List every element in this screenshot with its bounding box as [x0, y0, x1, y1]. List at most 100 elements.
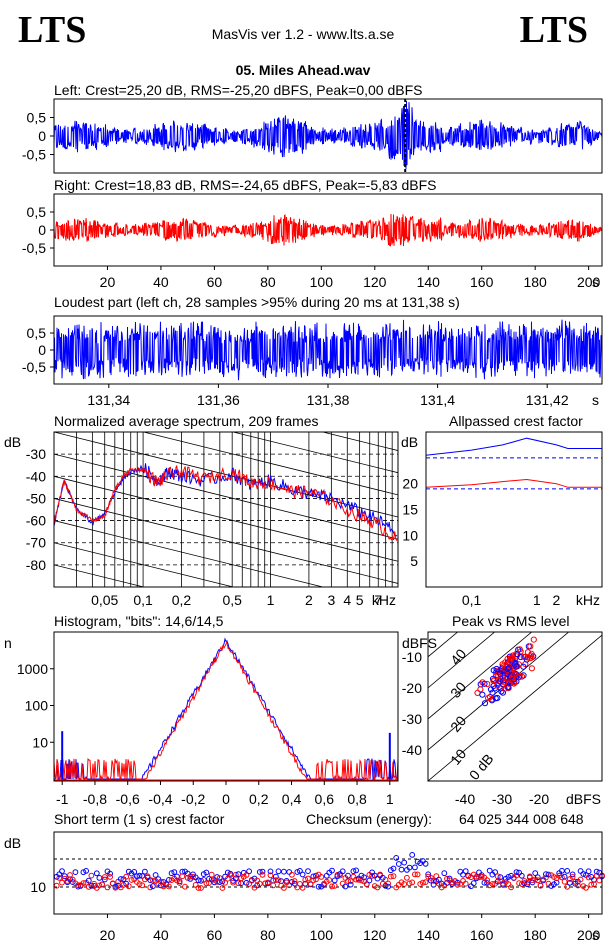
peak-rms-point [505, 684, 512, 691]
short-term-point-blue [398, 866, 405, 873]
short-term-point-red [235, 880, 242, 887]
short-term-point-red [222, 879, 229, 886]
allpassed-ytick-label: 10 [402, 527, 418, 543]
peak-rms-diagonal-label: 40 [447, 646, 469, 668]
short-term-point-red [454, 881, 461, 888]
peak-rms-point [479, 691, 486, 698]
short-term-point-red [265, 879, 271, 886]
histogram-ytick-label: 1000 [17, 661, 48, 677]
short-term-point-blue [361, 874, 368, 881]
short-term-point-red [374, 884, 381, 891]
short-term-ylabel: dB [4, 835, 21, 851]
short-term-point-red [369, 872, 376, 879]
short-term-point-red [150, 877, 156, 884]
spectrum-slope-line [231, 432, 398, 474]
peak-rms-title: Peak vs RMS level [452, 613, 570, 629]
short-term-point-blue [543, 871, 549, 878]
short-term-point-red [363, 881, 370, 888]
short-term-point-blue [342, 883, 349, 890]
spectrum-title: Normalized average spectrum, 209 frames [54, 413, 319, 429]
spectrum-xtick-label: 1 [267, 592, 275, 608]
short-term-point-red [176, 880, 183, 886]
histogram-group [54, 637, 398, 781]
short-term-point-blue [80, 869, 87, 876]
short-term-point-red [569, 874, 576, 880]
short-term-point-blue [521, 880, 528, 887]
short-term-point-red [417, 881, 424, 887]
short-term-point-blue [219, 878, 226, 885]
short-term-point-blue [302, 880, 309, 887]
short-term-point-red [195, 885, 202, 891]
short-term-point-blue [152, 872, 159, 878]
short-term-point-blue [425, 871, 432, 878]
short-term-point-red [297, 881, 303, 887]
checksum-label: Checksum (energy): [306, 811, 433, 827]
histogram-xtick-label: 0,8 [347, 791, 367, 807]
short-term-point-red [219, 885, 226, 891]
short-term-point-blue [462, 868, 469, 874]
allpassed-ytick-label: 20 [402, 476, 418, 492]
short-term-point-blue [150, 883, 156, 890]
short-term-point-blue [291, 880, 298, 887]
short-term-point-red [577, 876, 584, 883]
histogram-xtick-label: 0 [222, 791, 230, 807]
short-term-point-red [310, 877, 317, 884]
short-term-point-red [291, 878, 298, 884]
short-term-point-red [227, 872, 234, 878]
short-term-point-red [158, 878, 164, 885]
short-term-title: Short term (1 s) crest factor [54, 811, 225, 827]
short-term-point-blue [331, 877, 338, 884]
peak-rms-point [490, 677, 497, 684]
short-term-point-red [101, 874, 108, 880]
right-waveform-xtick-label: 100 [310, 274, 334, 290]
short-term-point-red [59, 879, 65, 886]
logo-left: LTS [18, 9, 87, 51]
short-term-point-red [289, 871, 295, 878]
histogram-ytick-label: 100 [25, 698, 49, 714]
short-term-point-blue [401, 859, 408, 866]
peak-rms-point [524, 649, 532, 656]
short-term-point-blue [93, 870, 100, 877]
left-waveform-trace-group [54, 100, 602, 169]
histogram-xtick-label: 0,2 [249, 791, 269, 807]
short-term-point-red [120, 882, 127, 888]
peak-rms-ytick-label: -30 [402, 711, 422, 727]
peak-rms-point [500, 679, 508, 686]
short-term-point-blue [518, 872, 525, 879]
right-waveform-xunit: s [592, 274, 599, 290]
short-term-point-red [302, 876, 309, 883]
short-term-point-blue [353, 867, 360, 874]
short-term-point-blue [345, 872, 351, 879]
loudest-part-ytick-label: 0 [38, 342, 46, 358]
short-term-point-red [305, 875, 311, 882]
spectrum-ytick-label: -30 [26, 446, 46, 462]
right-waveform-xtick-label: 140 [417, 274, 441, 290]
short-term-point-red [412, 871, 418, 878]
short-term-xtick-label: 140 [417, 927, 441, 943]
short-term-point-blue [497, 874, 504, 881]
histogram-title: Histogram, "bits": 14,6/14,5 [54, 613, 224, 629]
short-term-point-blue [436, 876, 442, 883]
short-term-point-red [387, 873, 394, 880]
short-term-point-red [203, 880, 210, 887]
short-term-point-red [123, 873, 130, 880]
short-term-point-blue [559, 867, 565, 874]
short-term-point-red [409, 879, 416, 886]
histogram-ytick-label: 10 [32, 734, 48, 750]
right-waveform-trace-group [54, 213, 602, 247]
short-term-point-red [465, 873, 472, 880]
short-term-point-blue [85, 877, 92, 884]
short-term-point-red [326, 877, 333, 883]
left-waveform-title: Left: Crest=25,20 dB, RMS=-25,20 dBFS, P… [54, 82, 423, 98]
short-term-point-red [430, 878, 437, 884]
short-term-point-red [104, 884, 111, 891]
short-term-point-red [508, 884, 515, 891]
short-term-point-red [473, 873, 480, 880]
short-term-point-red [425, 873, 432, 880]
short-term-point-blue [567, 879, 573, 886]
histogram-frame [53, 631, 399, 782]
peak-rms-ylabel: dBFS [402, 635, 437, 651]
short-term-point-red [267, 872, 274, 879]
histogram-xtick-label: -1 [56, 791, 69, 807]
short-term-point-red [256, 880, 263, 887]
